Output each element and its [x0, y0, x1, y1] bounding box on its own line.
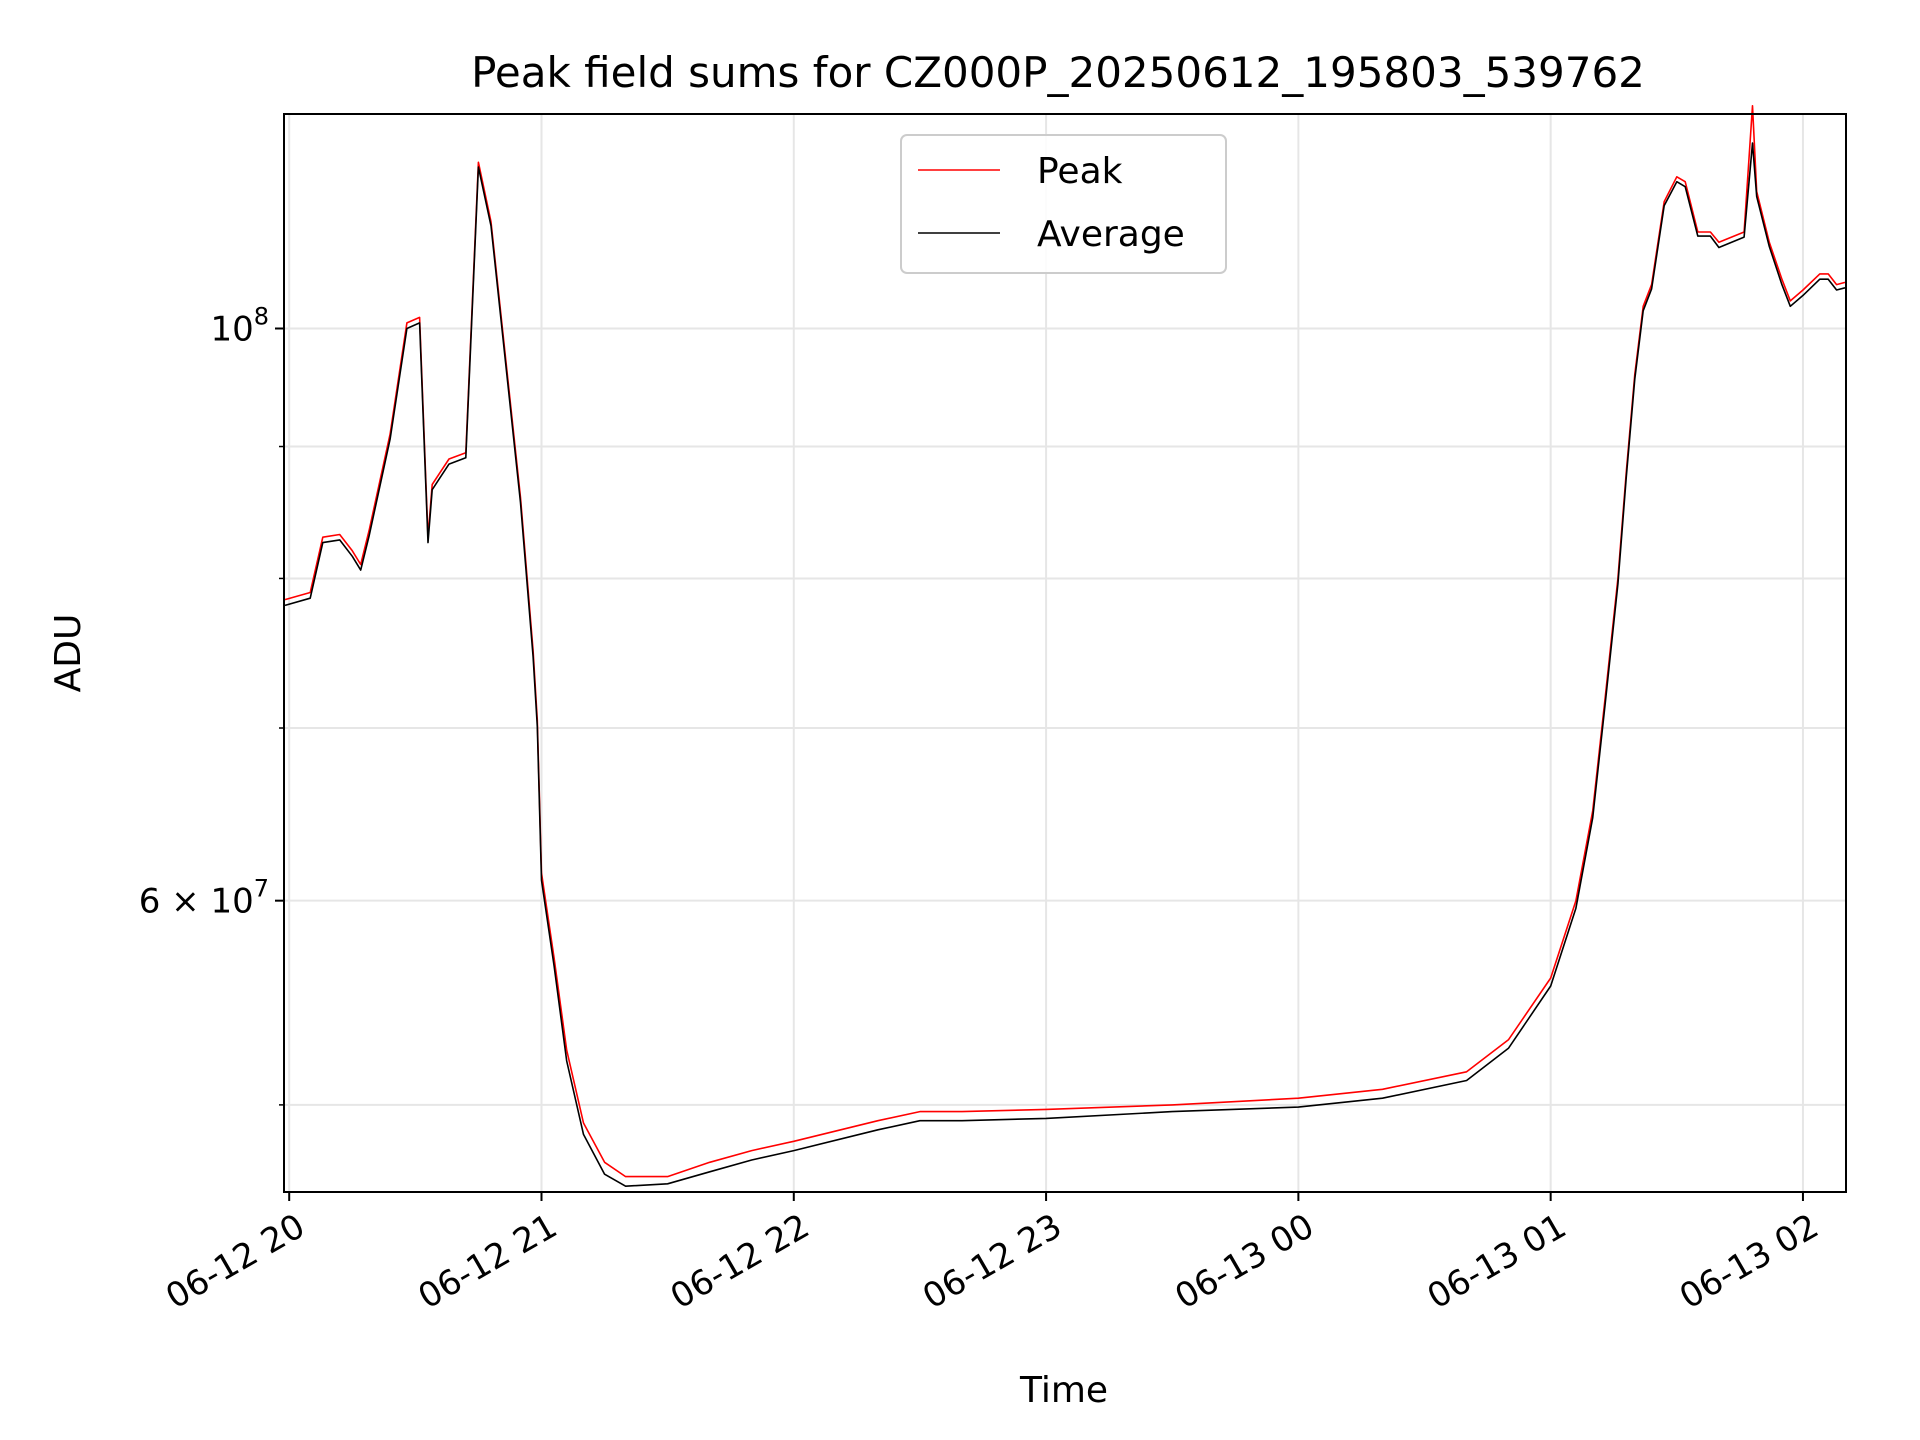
legend-label-peak: Peak	[1037, 151, 1123, 192]
x-tick-label: 06-12 21	[412, 1206, 564, 1317]
y-axis-label: ADU	[48, 614, 89, 693]
x-tick-label: 06-12 20	[159, 1206, 311, 1317]
y-tick-label: 108	[210, 303, 269, 350]
x-axis-label: Time	[1019, 1370, 1108, 1411]
plot-frame	[283, 113, 1847, 1193]
legend: Peak Average	[900, 134, 1227, 274]
x-tick-label: 06-13 00	[1168, 1206, 1320, 1317]
y-axis: 6 × 107 108	[139, 303, 285, 1106]
y-tick-label: 6 × 107	[139, 875, 269, 922]
x-tick-label: 06-13 01	[1421, 1206, 1573, 1317]
series-layer	[284, 105, 1846, 1187]
x-tick-label: 06-12 23	[916, 1206, 1068, 1317]
legend-label-average: Average	[1037, 214, 1185, 255]
x-tick-label: 06-13 02	[1673, 1206, 1825, 1317]
chart-title: Peak field sums for CZ000P_20250612_1958…	[471, 48, 1645, 97]
x-tick-label: 06-12 22	[664, 1206, 816, 1317]
series-line-average	[284, 142, 1846, 1187]
x-axis: 06-12 20 06-12 21 06-12 22 06-12 23 06-13 00…	[159, 1191, 1825, 1317]
